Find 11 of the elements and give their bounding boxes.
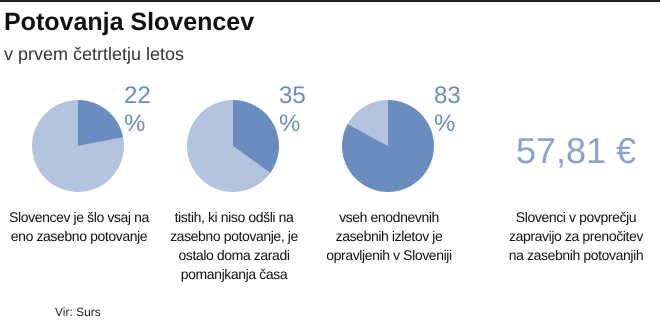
text: 57,81 € [514,130,638,172]
chart-subtitle: v prvem četrtletju letos [4,44,184,65]
data-label: 35 % [279,82,307,138]
data-label: 83 % [434,82,462,138]
text: vseh enodnevnih zasebnih izletov je opravljenih v Sloveniji [325,208,453,265]
chart-title: Potovanja Slovencev [4,8,254,37]
data-label: 22 % [124,82,152,138]
text: tistih, ki niso odšli na zasebno potovanje, je ostalo doma zaradi pomanjkanja časa [169,208,299,284]
text: Slovencev je šlo vsaj na eno zasebno potovanje [8,208,150,246]
text: Slovenci v povprečju zapravijo za prenočitev na zasebnih potovanjih [508,208,644,265]
text: Vir: Surs [55,305,101,319]
